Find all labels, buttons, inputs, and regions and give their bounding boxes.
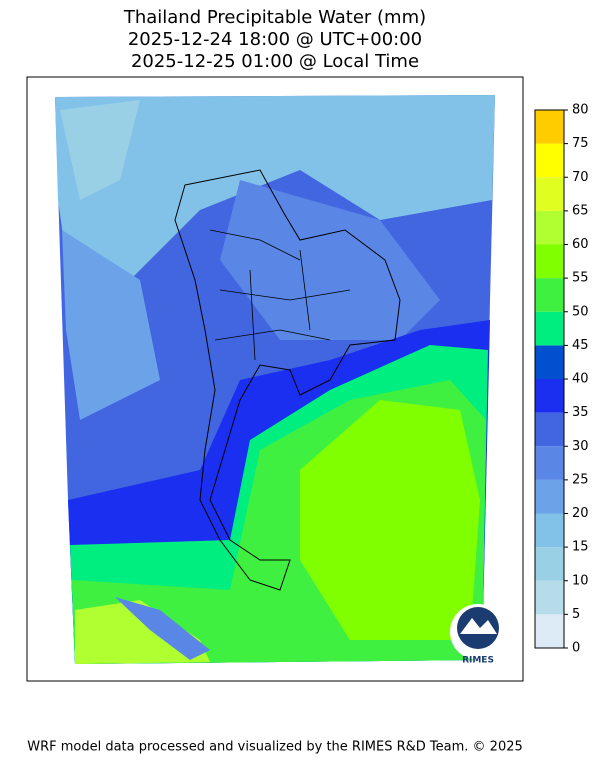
field <box>115 597 210 660</box>
colorbar-tick-label: 70 <box>572 170 589 185</box>
colorbar-bin <box>535 379 564 413</box>
colorbar-tick-label: 45 <box>572 338 589 353</box>
colorbar-tick-label: 10 <box>572 573 589 588</box>
footer: WRF model data processed and visualized … <box>27 740 523 755</box>
colorbar-tick-label: 20 <box>572 506 589 521</box>
colorbar-bin <box>535 479 564 514</box>
colorbar-bin <box>535 345 564 379</box>
province-border <box>209 229 351 361</box>
title: Thailand Precipitable Water (mm) <box>123 7 426 28</box>
colorbar-tick-label: 55 <box>572 271 589 286</box>
colorbar: 0 5 10 15 20 25 30 35 40 45 50 55 60 65 70 75 80 <box>534 103 589 656</box>
logo-text: RIMES <box>462 656 494 666</box>
colorbar-bin <box>535 244 564 279</box>
colorbar-bin <box>535 177 564 211</box>
field <box>60 100 140 200</box>
colorbar-tick-label: 75 <box>572 136 589 151</box>
colorbar-tick-label: 15 <box>572 540 589 555</box>
subtitle: 2025-12-25 01:00 @ Local Time <box>131 51 419 72</box>
colorbar-tick-label: 25 <box>572 472 589 487</box>
colorbar-tick-label: 0 <box>572 641 580 656</box>
field <box>220 180 440 340</box>
country-border <box>174 169 401 591</box>
colorbar-bin <box>535 614 564 648</box>
map: RIMES <box>26 76 524 682</box>
colorbar-tick-label: 65 <box>572 203 589 218</box>
field <box>62 230 160 420</box>
colorbar-tick-label: 80 <box>572 103 589 118</box>
colorbar-tick-label: 30 <box>572 439 589 454</box>
colorbar-bin <box>535 513 564 548</box>
field <box>300 400 480 640</box>
colorbar-bin <box>535 580 564 615</box>
colorbar-bin <box>535 278 564 312</box>
field <box>55 95 495 320</box>
colorbar-tick-label: 60 <box>572 237 589 252</box>
subtitle: 2025-12-24 18:00 @ UTC+00:00 <box>128 29 422 50</box>
colorbar-tick-label: 50 <box>572 304 589 319</box>
colorbar-bin <box>535 110 564 144</box>
colorbar-bin <box>535 311 564 346</box>
logo-mountain <box>460 618 497 634</box>
colorbar-bin <box>535 446 564 480</box>
colorbar-bin <box>535 210 564 245</box>
colorbar-tick-label: 40 <box>572 372 589 387</box>
colorbar-bin <box>535 412 564 447</box>
colorbar-bin <box>535 143 564 178</box>
colorbar-bin <box>535 547 564 581</box>
colorbar-tick-label: 5 <box>572 607 580 622</box>
colorbar-tick-label: 35 <box>572 405 589 420</box>
logo: RIMES <box>450 604 506 666</box>
